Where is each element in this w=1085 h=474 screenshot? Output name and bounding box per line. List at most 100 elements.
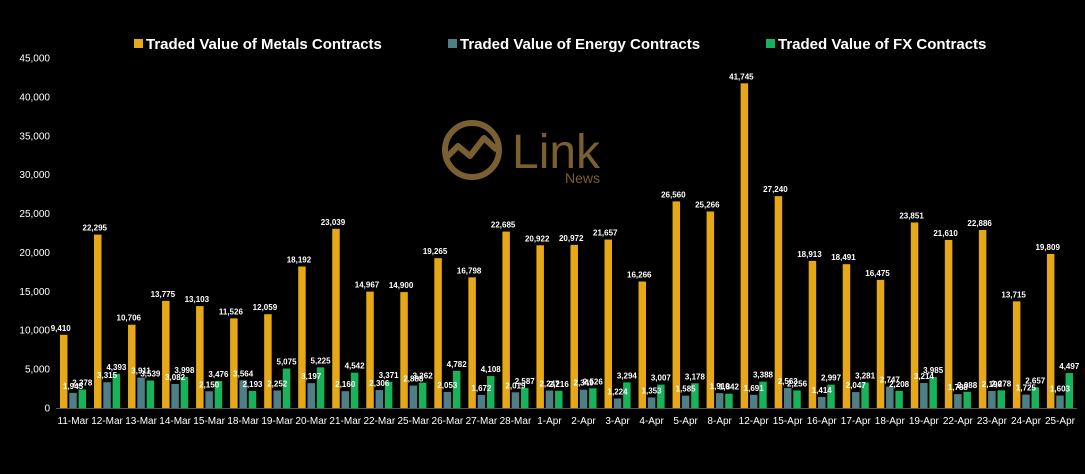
bar-fx (929, 377, 937, 408)
bar-metals (196, 306, 204, 408)
data-label: 3,315 (97, 371, 118, 380)
y-tick-label: 10,000 (19, 326, 50, 337)
data-label: 21,657 (593, 229, 618, 238)
data-label: 2,160 (335, 380, 356, 389)
x-tick-label: 8-Apr (707, 416, 732, 427)
bar-metals (162, 300, 170, 408)
x-tick-label: 14-Mar (159, 416, 191, 427)
data-label: 3,539 (140, 369, 161, 378)
data-label: 14,900 (389, 281, 414, 290)
bar-energy (783, 388, 792, 408)
x-tick-label: 22-Apr (943, 416, 974, 427)
data-label: 20,972 (559, 234, 584, 243)
bar-metals (876, 279, 885, 408)
bar-fx (384, 381, 393, 408)
bar-metals (604, 239, 612, 408)
bar-metals (230, 318, 238, 408)
x-tick-label: 18-Mar (227, 416, 259, 427)
bar-energy (239, 380, 247, 408)
bar-fx (418, 382, 427, 408)
data-label: 1,691 (744, 384, 765, 393)
bar-fx (214, 380, 223, 408)
x-tick-label: 19-Mar (261, 416, 293, 427)
bar-metals (468, 277, 476, 408)
data-label: 10,706 (117, 314, 142, 323)
bar-metals (808, 260, 817, 408)
logo-chart-line-icon (443, 135, 500, 161)
legend-swatch (134, 39, 143, 48)
data-label: 13,715 (1001, 290, 1026, 299)
bar-fx (691, 383, 699, 408)
data-label: 22,685 (491, 221, 516, 230)
bar-energy (818, 397, 826, 408)
x-tick-label: 12-Apr (739, 416, 770, 427)
data-label: 1,725 (1016, 384, 1037, 393)
bar-metals (774, 196, 783, 408)
x-tick-label: 15-Apr (773, 416, 804, 427)
x-tick-label: 25-Apr (1045, 416, 1076, 427)
legend-swatch (766, 39, 775, 48)
bar-metals (944, 239, 953, 408)
bar-metals (536, 245, 544, 408)
data-label: 27,240 (763, 185, 788, 194)
bar-fx (555, 390, 563, 408)
bar-metals (740, 83, 749, 408)
bar-fx (486, 376, 495, 408)
data-label: 2,019 (505, 381, 526, 390)
y-tick-label: 20,000 (19, 248, 50, 259)
y-tick-label: 0 (44, 404, 50, 415)
watermark-sub: News (565, 170, 600, 186)
bar-fx (248, 390, 257, 408)
data-label: 4,497 (1059, 362, 1080, 371)
data-label: 3,388 (753, 371, 774, 380)
bar-energy (954, 394, 962, 408)
bar-energy (579, 389, 588, 408)
bar-metals (910, 222, 919, 408)
bar-fx (1031, 387, 1039, 408)
data-label: 11,526 (219, 307, 244, 316)
watermark-brand: Link (512, 126, 601, 179)
bar-metals (706, 211, 715, 408)
data-label: 12,059 (253, 303, 278, 312)
bar-metals (842, 264, 851, 408)
bar-fx (282, 368, 291, 408)
x-tick-label: 23-Apr (977, 416, 1008, 427)
data-label: 23,851 (899, 211, 924, 220)
x-tick-label: 19-Apr (909, 416, 940, 427)
bar-energy (273, 390, 281, 408)
data-label: 3,262 (413, 372, 434, 381)
bar-energy (852, 392, 860, 408)
y-tick-label: 40,000 (19, 92, 50, 103)
x-tick-label: 4-Apr (639, 416, 664, 427)
bar-metals (502, 231, 510, 408)
data-label: 16,266 (627, 270, 652, 279)
y-tick-label: 25,000 (19, 209, 50, 220)
data-label: 1,788 (948, 383, 969, 392)
x-tick-label: 2-Apr (571, 416, 596, 427)
bar-energy (613, 398, 622, 408)
data-label: 3,564 (233, 369, 254, 378)
data-label: 3,197 (301, 372, 322, 381)
bar-fx (316, 367, 325, 408)
bar-energy (103, 382, 111, 408)
legend-swatch (448, 39, 457, 48)
x-tick-label: 3-Apr (605, 416, 630, 427)
legend-label: Traded Value of Energy Contracts (460, 36, 700, 53)
bar-metals (672, 201, 681, 408)
data-label: 3,476 (208, 370, 229, 379)
y-axis: 0 5,000 10,000 15,000 20,000 25,000 30,000 35,0… (19, 54, 50, 415)
data-label: 1,945 (63, 382, 84, 391)
bar-metals (332, 228, 340, 408)
bar-metals (978, 230, 987, 408)
bar-energy (715, 393, 724, 408)
data-label: 2,378 (72, 379, 93, 388)
x-tick-label: 13-Mar (125, 416, 157, 427)
data-label: 3,294 (617, 371, 638, 380)
bar-energy (409, 385, 418, 408)
data-label: 2,278 (991, 379, 1012, 388)
bar-fx (895, 390, 903, 408)
bar-energy (988, 390, 996, 408)
